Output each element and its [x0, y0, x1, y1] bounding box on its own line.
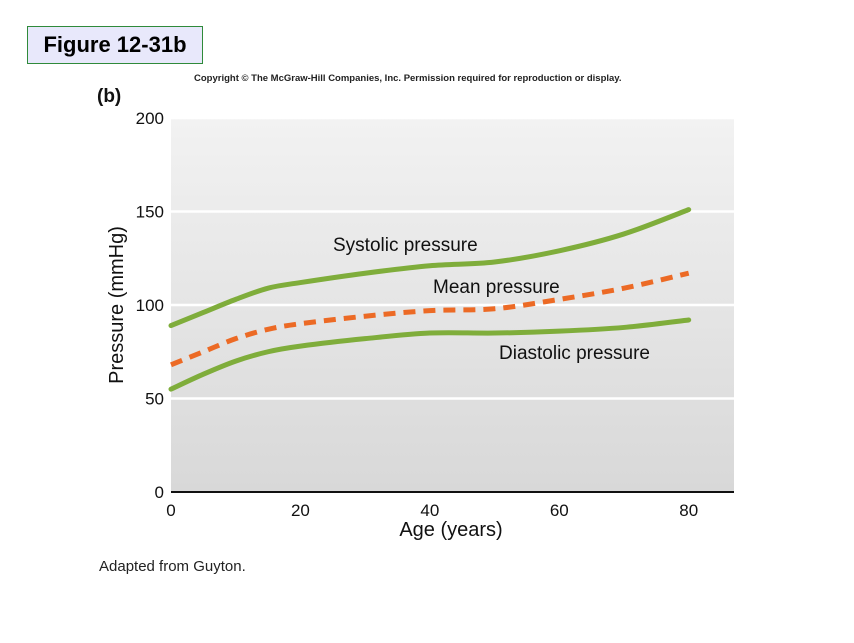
y-tick-label: 0: [155, 483, 164, 502]
mean-pressure-line: [170, 270, 690, 368]
systolic-label: Systolic pressure: [333, 235, 478, 256]
source-note: Adapted from Guyton.: [99, 558, 246, 575]
x-tick-label: 20: [291, 501, 310, 520]
x-tick-label: 80: [679, 501, 698, 520]
x-tick-label: 40: [420, 501, 439, 520]
copyright-notice: Copyright © The McGraw-Hill Companies, I…: [194, 73, 622, 84]
diastolic-pressure-line: [168, 317, 692, 392]
y-tick-labels: 0 50 100 150 200: [136, 109, 164, 502]
y-axis-title: Pressure (mmHg): [106, 226, 128, 384]
series-lines: [168, 207, 692, 392]
x-tick-labels: 0 20 40 60 80: [166, 501, 698, 520]
y-tick-label: 100: [136, 296, 164, 315]
mean-label: Mean pressure: [433, 277, 560, 298]
diastolic-label: Diastolic pressure: [499, 343, 650, 364]
x-tick-label: 0: [166, 501, 175, 520]
y-tick-label: 50: [145, 390, 164, 409]
x-tick-label: 60: [550, 501, 569, 520]
panel-label: (b): [97, 86, 122, 107]
gridlines: [171, 116, 734, 400]
figure-badge: Figure 12-31b: [27, 26, 203, 64]
y-tick-label: 200: [136, 109, 164, 128]
systolic-pressure-line: [168, 207, 692, 329]
y-tick-label: 150: [136, 203, 164, 222]
x-axis-title: Age (years): [399, 519, 502, 541]
